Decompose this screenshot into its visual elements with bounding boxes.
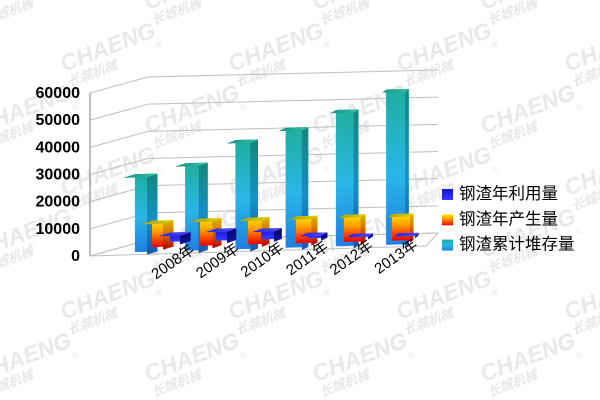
svg-text:10000: 10000 [36, 221, 81, 238]
svg-text:钢渣年产生量: 钢渣年产生量 [459, 209, 558, 228]
svg-text:50000: 50000 [36, 112, 81, 129]
svg-text:30000: 30000 [36, 167, 81, 184]
svg-text:60000: 60000 [36, 85, 81, 102]
svg-text:40000: 40000 [36, 139, 81, 156]
svg-text:钢渣年利用量: 钢渣年利用量 [459, 184, 558, 203]
svg-text:20000: 20000 [36, 194, 81, 211]
svg-text:钢渣累计堆存量: 钢渣累计堆存量 [459, 235, 575, 254]
svg-text:0: 0 [71, 248, 80, 265]
